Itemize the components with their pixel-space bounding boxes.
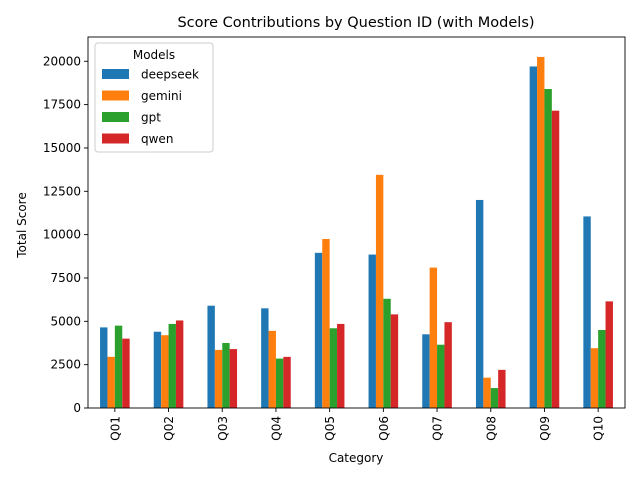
bar-deepseek-q03 [207,305,215,408]
x-tick-label: Q08 [484,416,498,441]
bar-gemini-q08 [483,377,491,408]
bar-gpt-q01 [114,325,123,408]
bar-deepseek-q08 [475,199,484,408]
bar-gpt-q08 [490,388,499,408]
y-tick-label: 7500 [50,271,81,285]
y-tick-label: 5000 [50,314,81,328]
axes-frame [87,36,626,409]
bar-deepseek-q07 [422,334,430,408]
bar-deepseek-q04 [261,308,269,408]
y-axis-title: Total Score [15,192,29,258]
bar-qwen-q05 [337,323,345,408]
bar-gpt-q05 [329,328,338,408]
x-tick-label: Q02 [162,416,176,441]
y-tick-label: 20000 [43,54,81,68]
x-axis-title: Category [329,451,384,465]
bar-gemini-q03 [214,349,223,408]
bar-qwen-q09 [551,110,560,409]
bar-gemini-q09 [537,56,545,408]
y-tick-label: 10000 [43,228,81,242]
legend-swatch-qwen [102,133,129,144]
bar-qwen-q03 [229,349,238,408]
legend-swatch-gemini [102,90,129,101]
bar-deepseek-q10 [583,216,591,408]
x-tick-label: Q03 [216,416,230,441]
bar-gpt-q09 [544,89,552,408]
bar-deepseek-q01 [100,327,108,408]
bar-gemini-q10 [590,348,599,408]
bar-qwen-q06 [390,314,399,408]
bar-gpt-q04 [275,358,284,408]
bar-gpt-q10 [598,329,606,408]
y-tick-label: 12500 [43,184,81,198]
plot-area: 0 2500 5000 7500 10000 12500 15000 17500 20000 Q0… [43,36,626,441]
x-tick-label: Q05 [323,416,337,441]
legend-label-qwen: qwen [141,132,173,146]
y-tick-label: 0 [73,401,81,415]
legend-label-deepseek: deepseek [141,68,199,82]
x-tick-label: Q04 [269,416,283,441]
legend-swatch-gpt [102,112,129,122]
x-tick-label: Q10 [592,416,606,441]
y-tick-label: 17500 [43,98,81,112]
bar-gemini-q05 [322,238,330,408]
bar-deepseek-q05 [314,252,323,408]
x-tick-label: Q07 [431,416,445,441]
y-tick-label: 15000 [43,141,81,155]
bar-qwen-q10 [605,301,613,408]
chart-title: Score Contributions by Question ID (with… [177,15,534,31]
bar-qwen-q04 [283,356,291,408]
bar-gpt-q06 [383,298,391,408]
legend: Models deepseek gemini gpt qwen [94,42,214,153]
bar-qwen-q08 [498,369,506,408]
bar-gpt-q07 [437,344,445,408]
legend-label-gemini: gemini [141,89,182,103]
legend-title: Models [133,48,175,62]
legend-swatch-deepseek [102,69,129,79]
bar-deepseek-q06 [368,254,376,408]
x-tick-label: Q01 [108,416,122,441]
bar-qwen-q01 [122,338,130,408]
bar-gemini-q01 [107,356,115,408]
bar-gpt-q03 [222,342,230,408]
bar-qwen-q07 [444,322,452,408]
bar-gemini-q06 [375,174,384,408]
bar-gpt-q02 [168,323,176,408]
x-tick-label: Q06 [377,416,391,441]
x-tick-label: Q09 [538,416,552,441]
bar-deepseek-q02 [153,331,162,408]
bar-qwen-q02 [175,320,184,408]
bar-gemini-q07 [429,267,438,408]
bar-deepseek-q09 [529,66,538,408]
bar-gemini-q02 [161,335,169,408]
y-tick-label: 2500 [50,358,81,372]
bar-gemini-q04 [268,330,276,408]
legend-label-gpt: gpt [141,111,161,125]
